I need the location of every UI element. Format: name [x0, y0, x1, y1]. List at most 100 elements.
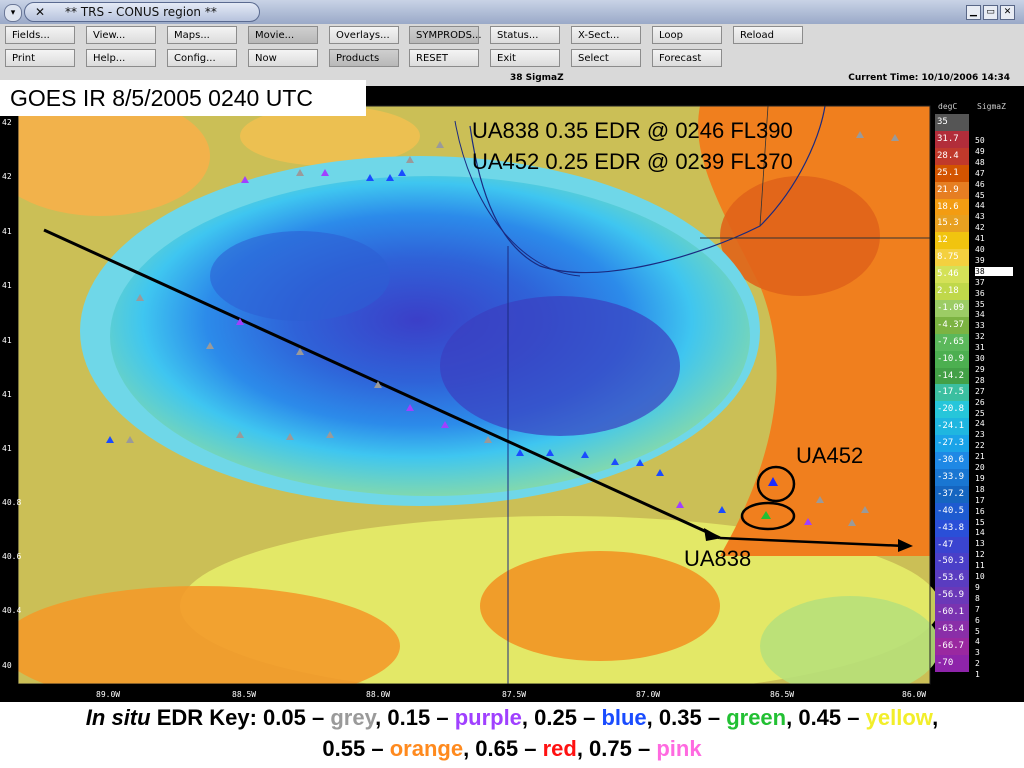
- map-display[interactable]: 42 42 41 41 41 41 41 40.8 40.6 40.4 40 8…: [0, 86, 1024, 702]
- sigma-level-item[interactable]: 41: [975, 234, 985, 244]
- lat-label: 40.6: [2, 552, 22, 561]
- movie-button[interactable]: Movie...: [248, 26, 318, 44]
- lon-label: 87.0W: [636, 690, 661, 699]
- sigma-level-item[interactable]: 1: [975, 670, 980, 680]
- sigma-level-item[interactable]: 4: [975, 637, 980, 647]
- sigma-level-item[interactable]: 44: [975, 201, 985, 211]
- sigma-level-item[interactable]: 30: [975, 354, 985, 363]
- view-button[interactable]: View...: [86, 26, 156, 44]
- sigma-level-item[interactable]: 23: [975, 430, 985, 440]
- sigma-level-item[interactable]: 15: [975, 517, 985, 527]
- sigma-level-item[interactable]: 43: [975, 212, 985, 222]
- forecast-button[interactable]: Forecast: [652, 49, 722, 67]
- sigma-level-item[interactable]: 14: [975, 528, 985, 538]
- maps-button[interactable]: Maps...: [167, 26, 237, 44]
- sigma-level-item[interactable]: 45: [975, 190, 985, 200]
- lat-label: 40: [2, 661, 12, 670]
- sigma-level-item[interactable]: 16: [975, 506, 985, 516]
- sigma-level-item[interactable]: 38: [975, 266, 1013, 276]
- sigma-level-item[interactable]: 27: [975, 386, 985, 396]
- exit-button[interactable]: Exit: [490, 49, 560, 67]
- window-menu-button[interactable]: ▾: [4, 4, 22, 22]
- sigma-level-item[interactable]: 28: [975, 375, 985, 385]
- lon-label: 88.0W: [366, 690, 391, 699]
- reload-button[interactable]: Reload: [733, 26, 803, 44]
- loop-button[interactable]: Loop: [652, 26, 722, 44]
- help-button[interactable]: Help...: [86, 49, 156, 67]
- sigma-level-item[interactable]: 37: [975, 277, 985, 287]
- sigma-level-item[interactable]: 42: [975, 223, 985, 233]
- sigma-level-item[interactable]: 3: [975, 648, 980, 658]
- lon-label: 87.5W: [502, 690, 527, 699]
- legend-temp-cell: -37.2: [935, 485, 969, 503]
- sigma-level-item[interactable]: 7: [975, 604, 980, 614]
- image-label: GOES IR 8/5/2005 0240 UTC: [0, 80, 366, 116]
- legend-header-sigmaz: SigmaZ: [977, 102, 1006, 111]
- satellite-image: [0, 96, 940, 702]
- legend-temp-cell: 28.4: [935, 147, 969, 165]
- legend-temp-cell: 18.6: [935, 198, 969, 216]
- sigma-level-item[interactable]: 2: [975, 659, 980, 669]
- sigma-level-item[interactable]: 40: [975, 245, 985, 254]
- maximize-button[interactable]: ▭: [983, 5, 998, 20]
- xsect-button[interactable]: X-Sect...: [571, 26, 641, 44]
- status-button[interactable]: Status...: [490, 26, 560, 44]
- sigma-level-item[interactable]: 5: [975, 626, 980, 636]
- legend-temp-cell: -33.9: [935, 468, 969, 486]
- sigma-level-item[interactable]: 11: [975, 561, 985, 571]
- sigma-level-item[interactable]: 48: [975, 157, 985, 167]
- sigma-level-item[interactable]: 26: [975, 397, 985, 407]
- sigma-level-item[interactable]: 21: [975, 452, 985, 462]
- lon-label: 86.0W: [902, 690, 927, 699]
- lat-label: 41: [2, 281, 12, 290]
- select-route-button[interactable]: Select Route: [571, 49, 641, 82]
- legend-temp-cell: -47: [935, 536, 969, 554]
- sigma-level-item[interactable]: 35: [975, 299, 985, 309]
- sigma-level-item[interactable]: 10: [975, 572, 985, 581]
- legend-temp-cell: -1.09: [935, 299, 969, 317]
- caption-line-1: In situ EDR Key: 0.05 – grey, 0.15 – pur…: [85, 705, 939, 730]
- lat-label: 40.4: [2, 606, 22, 615]
- sigma-level-item[interactable]: 46: [975, 179, 985, 189]
- print-button[interactable]: Print: [5, 49, 75, 67]
- sigma-level-item[interactable]: 19: [975, 473, 985, 483]
- sigma-level-item[interactable]: 13: [975, 539, 985, 549]
- products-button[interactable]: Products: [329, 49, 399, 67]
- sigma-level-item[interactable]: 18: [975, 484, 985, 494]
- sigma-level-item[interactable]: 29: [975, 364, 985, 374]
- sigma-level-item[interactable]: 39: [975, 255, 985, 265]
- sigma-level-item[interactable]: 49: [975, 146, 985, 156]
- overlays-button[interactable]: Overlays...: [329, 26, 399, 44]
- lon-label: 89.0W: [96, 690, 121, 699]
- minimize-button[interactable]: ▁: [966, 5, 981, 20]
- legend-temp-cell: 21.9: [935, 181, 969, 199]
- sigma-level-item[interactable]: 36: [975, 288, 985, 298]
- reset-button[interactable]: RESET: [409, 49, 479, 67]
- lon-label: 86.5W: [770, 690, 795, 699]
- sigma-level-item[interactable]: 33: [975, 321, 985, 331]
- sigma-level-item[interactable]: 8: [975, 593, 980, 603]
- sigma-level-item[interactable]: 50: [975, 136, 985, 145]
- toolbar: Fields... View... Maps... Movie... Overl…: [0, 24, 1024, 82]
- sigma-level-item[interactable]: 17: [975, 495, 985, 505]
- lat-label: 41: [2, 227, 12, 236]
- sigma-level-item[interactable]: 24: [975, 419, 985, 429]
- legend-header-degc: degC: [938, 102, 958, 111]
- sigma-level-item[interactable]: 9: [975, 582, 980, 592]
- close-button[interactable]: ✕: [1000, 5, 1015, 20]
- sigma-level-item[interactable]: 34: [975, 310, 985, 320]
- sigma-level-item[interactable]: 22: [975, 441, 985, 451]
- sigma-level-item[interactable]: 32: [975, 332, 985, 342]
- close-icon[interactable]: ✕: [35, 5, 46, 19]
- config-button[interactable]: Config...: [167, 49, 237, 67]
- fields-button[interactable]: Fields...: [5, 26, 75, 44]
- symprods-button[interactable]: SYMPRODS...: [409, 26, 482, 44]
- sigma-level-item[interactable]: 20: [975, 463, 985, 472]
- sigma-level-item[interactable]: 6: [975, 615, 980, 625]
- now-button[interactable]: Now: [248, 49, 318, 67]
- sigma-level-item[interactable]: 47: [975, 168, 985, 178]
- current-time: Current Time: 10/10/2006 14:34: [848, 73, 1010, 83]
- sigma-level-item[interactable]: 12: [975, 550, 985, 560]
- sigma-level-item[interactable]: 25: [975, 408, 985, 418]
- sigma-level-item[interactable]: 31: [975, 343, 985, 353]
